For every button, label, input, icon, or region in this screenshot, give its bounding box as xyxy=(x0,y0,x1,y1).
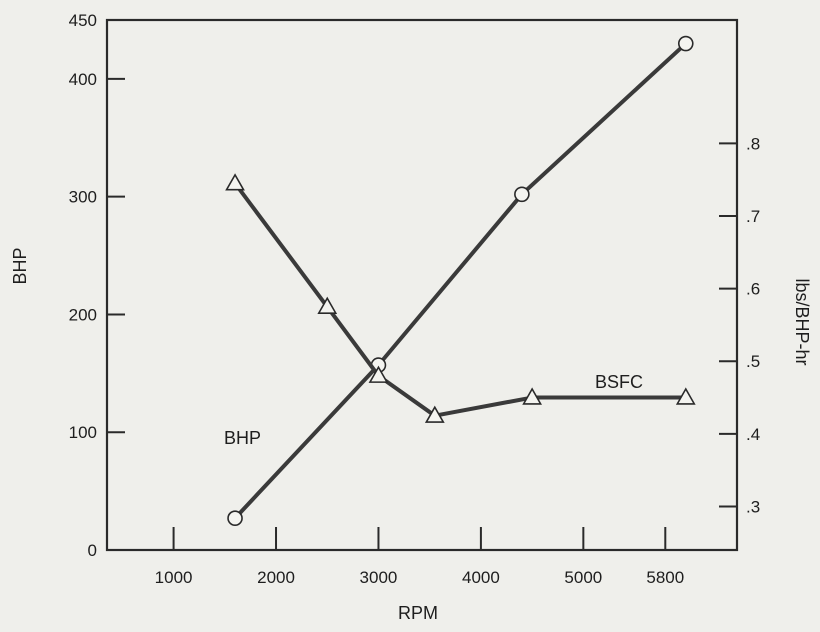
y-right-tick-label: .6 xyxy=(746,280,760,299)
y-right-tick-label: .7 xyxy=(746,207,760,226)
y-left-tick-label: 100 xyxy=(69,423,97,442)
y-right-tick-label: .8 xyxy=(746,134,760,153)
series-line-bhp xyxy=(233,42,688,520)
y-left-axis-title: BHP xyxy=(10,247,30,284)
y-left-tick-label: 200 xyxy=(69,305,97,324)
data-point-bsfc xyxy=(368,365,389,383)
y-left-tick-label: 300 xyxy=(69,188,97,207)
x-tick-label: 2000 xyxy=(257,568,295,587)
plot-frame xyxy=(105,18,739,552)
x-tick-label: 5800 xyxy=(646,568,684,587)
series-label-bsfc: BSFC xyxy=(595,372,643,392)
y-right-tick-label: .4 xyxy=(746,425,760,444)
x-tick-label: 5000 xyxy=(564,568,602,587)
y-left-tick-label: 400 xyxy=(69,70,97,89)
x-tick-label: 3000 xyxy=(360,568,398,587)
data-point-bsfc xyxy=(522,387,543,405)
labels-layer: 1000 2000 3000 4000 5000 5800 0 100 200 300 400 450… xyxy=(10,11,812,623)
y-left-tick-label: 450 xyxy=(69,11,97,30)
data-point-bsfc xyxy=(424,405,445,423)
data-point-bhp xyxy=(514,186,530,203)
data-point-bhp xyxy=(227,510,243,527)
x-axis-title: RPM xyxy=(398,603,438,623)
series-line-bsfc xyxy=(233,182,686,418)
y-right-tick-label: .3 xyxy=(746,497,760,516)
data-point-bsfc xyxy=(317,296,338,314)
data-point-bsfc xyxy=(225,173,245,191)
axes xyxy=(105,18,739,552)
y-left-tick-label: 0 xyxy=(88,541,97,560)
x-tick-label: 1000 xyxy=(155,568,193,587)
x-tick-label: 4000 xyxy=(462,568,500,587)
data-point-bsfc xyxy=(675,387,696,405)
series-layer xyxy=(225,35,696,527)
data-point-bhp xyxy=(677,35,694,52)
y-right-tick-label: .5 xyxy=(746,352,760,371)
series-label-bhp: BHP xyxy=(224,428,261,448)
y-right-axis-title: lbs/BHP-hr xyxy=(792,278,812,365)
